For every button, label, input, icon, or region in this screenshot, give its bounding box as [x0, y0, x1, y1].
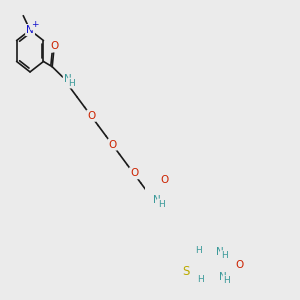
Text: O: O: [160, 175, 169, 185]
Text: N: N: [219, 272, 226, 282]
Text: H: H: [221, 251, 228, 260]
Text: O: O: [50, 41, 58, 51]
Text: N: N: [216, 248, 224, 257]
Text: S: S: [182, 265, 190, 278]
Text: N: N: [154, 195, 161, 205]
Text: +: +: [31, 20, 39, 29]
Text: N: N: [26, 25, 34, 35]
Text: O: O: [109, 140, 117, 149]
Text: H: H: [68, 79, 75, 88]
Text: N: N: [64, 74, 72, 84]
Text: O: O: [130, 168, 138, 178]
Text: H: H: [158, 200, 165, 208]
Text: H: H: [195, 246, 201, 255]
Text: H: H: [197, 275, 204, 284]
Text: O: O: [87, 111, 96, 121]
Text: O: O: [235, 260, 244, 270]
Text: H: H: [223, 276, 230, 285]
